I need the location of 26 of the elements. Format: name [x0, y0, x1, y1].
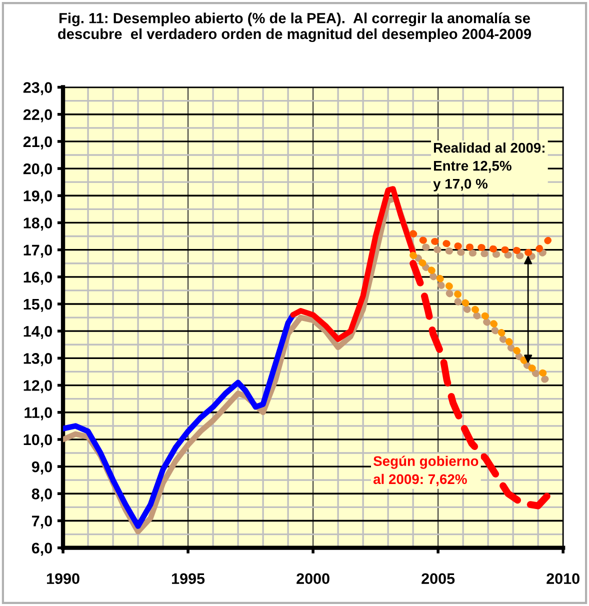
y-tick-label: 19,0: [24, 190, 52, 204]
annotation: Según gobierno al 2009: 7,62%: [373, 456, 478, 486]
x-tick-label: 2010: [546, 573, 580, 584]
x-tick-label: 1990: [46, 573, 80, 584]
x-tick-label: 2000: [296, 573, 330, 584]
y-tick-label: 15,0: [24, 298, 52, 312]
x-tick-label: 1995: [172, 573, 205, 584]
y-tick-label: 9,0: [32, 461, 52, 474]
y-tick-label: 14,0: [24, 326, 52, 339]
chart-title: Fig. 11: Desempleo abierto (% de la PEA). Al corregir la anomalía se descubre el verdadero orden de magnitud del desempleo 2004-2009: [58, 12, 532, 42]
y-tick-label: 18,0: [24, 218, 52, 231]
y-tick-label: 21,0: [23, 136, 52, 150]
y-tick-label: 16,0: [24, 272, 52, 285]
y-tick-label: 23,0: [23, 82, 52, 96]
annotation: Realidad al 2009: Entre 12,5% y 17,0 %: [433, 142, 544, 192]
y-tick-label: 17,0: [24, 244, 52, 258]
y-tick-label: 22,0: [23, 109, 52, 122]
y-tick-label: 8,0: [32, 488, 52, 502]
y-tick-label: 6,0: [32, 542, 52, 556]
y-tick-label: 10,0: [24, 434, 52, 448]
y-tick-label: 13,0: [24, 353, 52, 366]
y-tick-label: 11,0: [24, 407, 52, 420]
y-tick-label: 20,0: [23, 163, 52, 176]
y-tick-label: 7,0: [32, 516, 52, 529]
y-tick-label: 12,0: [24, 380, 52, 394]
x-tick-label: 2005: [422, 573, 455, 584]
